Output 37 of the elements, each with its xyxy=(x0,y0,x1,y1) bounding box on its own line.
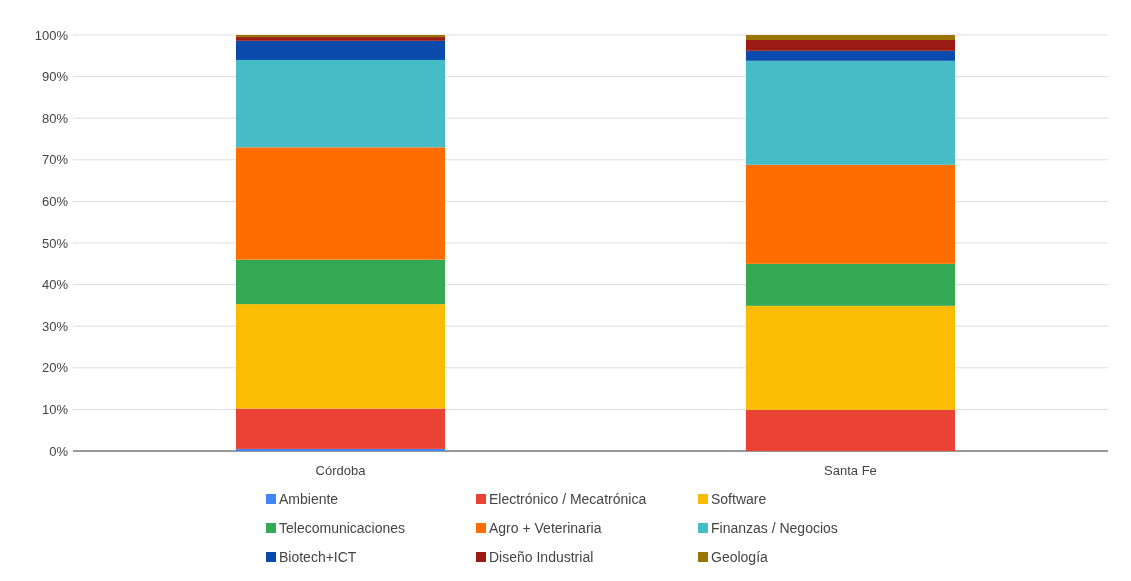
y-tick-label: 0% xyxy=(49,443,69,459)
y-tick-label: 60% xyxy=(41,193,69,209)
bar xyxy=(235,59,446,148)
legend-label: Diseño Industrial xyxy=(489,548,594,565)
bar xyxy=(235,304,446,409)
y-tick-label: 80% xyxy=(41,110,69,126)
legend-label: Software xyxy=(711,490,767,507)
legend-label: Finanzas / Negocios xyxy=(711,519,838,536)
legend-label: Biotech+ICT xyxy=(279,548,357,565)
y-tick-label: 90% xyxy=(41,69,69,85)
bar xyxy=(745,60,956,165)
bar xyxy=(235,259,446,305)
y-tick-label: 30% xyxy=(41,318,69,334)
bar xyxy=(235,147,446,260)
bar xyxy=(745,39,956,51)
legend-label: Electrónico / Mecatrónica xyxy=(489,490,647,507)
bar xyxy=(235,408,446,449)
y-tick-label: 40% xyxy=(41,277,69,293)
legend-label: Telecomunicaciones xyxy=(279,519,406,536)
y-tick-label: 50% xyxy=(41,235,69,251)
y-tick-label: 70% xyxy=(41,152,69,168)
bar xyxy=(745,409,956,451)
legend-label: Agro + Veterinaria xyxy=(489,519,602,536)
bar xyxy=(745,263,956,306)
bar xyxy=(235,448,446,451)
bar xyxy=(745,35,956,40)
x-tick-label: Córdoba xyxy=(315,463,367,478)
bar xyxy=(235,40,446,60)
y-tick-label: 100% xyxy=(34,27,69,43)
bar xyxy=(745,164,956,264)
x-tick-label: Santa Fe xyxy=(824,463,877,478)
legend-label: Geología xyxy=(711,548,769,565)
bar xyxy=(745,50,956,61)
y-tick-label: 10% xyxy=(41,401,69,417)
legend-label: Ambiente xyxy=(279,490,339,507)
bar xyxy=(745,305,956,410)
y-tick-label: 20% xyxy=(41,360,69,376)
